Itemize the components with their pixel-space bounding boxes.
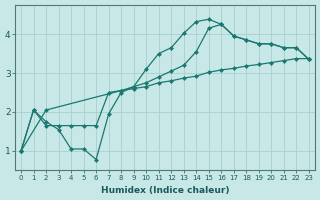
X-axis label: Humidex (Indice chaleur): Humidex (Indice chaleur) (101, 186, 229, 195)
